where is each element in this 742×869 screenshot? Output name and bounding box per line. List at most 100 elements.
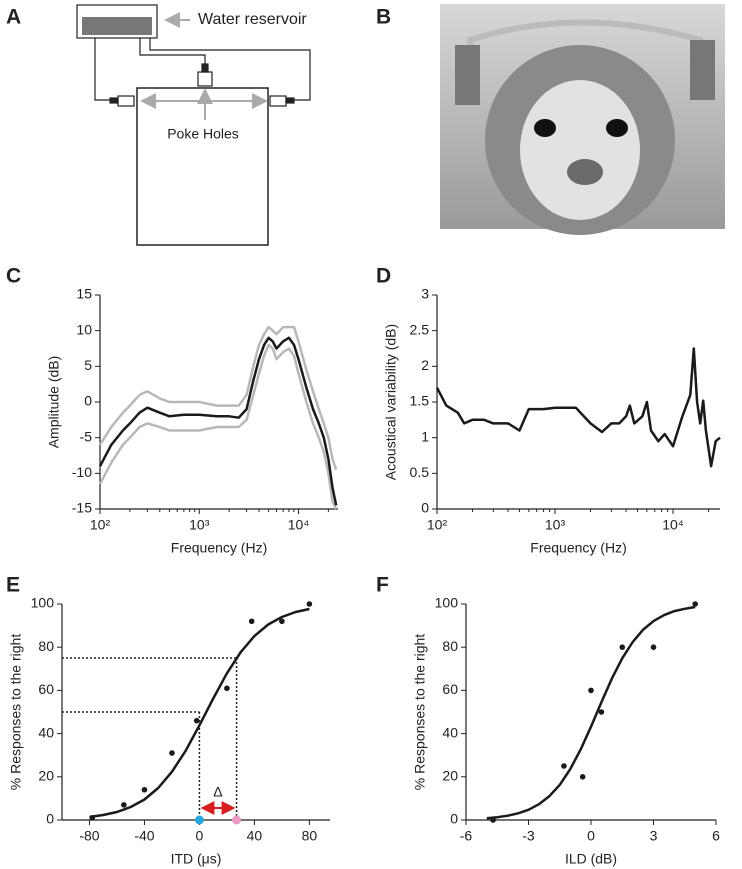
point	[193, 717, 200, 724]
x-tick-label: 10³	[545, 517, 566, 533]
y-tick-label: 20	[442, 768, 458, 784]
pipe	[149, 38, 311, 101]
y-tick-label: 0.5	[410, 464, 430, 480]
y-tick-label: 3	[421, 286, 429, 302]
x-tick-label: 0	[196, 828, 204, 844]
pipe	[94, 38, 120, 101]
x-axis-label: ITD (μs)	[171, 851, 222, 867]
x-tick-label: 3	[650, 828, 658, 844]
y-tick-label: 20	[38, 768, 54, 784]
y-tick-label: 40	[442, 724, 458, 740]
reference-dot	[232, 815, 242, 825]
y-tick-label: -5	[80, 428, 93, 444]
panel-label: C	[6, 265, 21, 288]
y-tick-label: 2.5	[410, 321, 430, 337]
point	[306, 601, 313, 607]
poke-hole	[197, 71, 213, 87]
x-axis-label: ILD (dB)	[565, 851, 617, 867]
x-tick-label: 10³	[189, 517, 210, 533]
line	[98, 343, 338, 510]
y-tick-label: 2	[421, 357, 429, 373]
point	[279, 618, 285, 625]
box	[136, 87, 269, 246]
x-axis-label: Frequency (Hz)	[171, 540, 267, 556]
annotation: Δ	[213, 784, 222, 800]
y-tick-label: 5	[84, 357, 92, 373]
point	[598, 709, 605, 715]
speaker	[455, 45, 480, 105]
y-tick-label: 0	[84, 393, 92, 409]
nose	[567, 159, 603, 185]
y-tick-label: 60	[38, 681, 54, 697]
point	[650, 644, 657, 650]
y-tick-label: 80	[38, 638, 54, 654]
y-tick-label: 1.5	[410, 393, 430, 409]
diagram: A Water reservoir Poke Holes	[6, 4, 311, 246]
x-tick-label: 10²	[90, 517, 111, 533]
x-tick-label: 80	[302, 828, 318, 844]
x-tick-label: -3	[522, 828, 535, 844]
holes-label: Poke Holes	[167, 126, 239, 142]
y-tick-label: 40	[38, 724, 54, 740]
panel-label: B	[376, 6, 391, 29]
y-axis-label: Amplitude (dB)	[46, 356, 62, 449]
y-tick-label: 60	[442, 681, 458, 697]
x-tick-label: 10⁴	[662, 517, 684, 533]
x-tick-label: 10⁴	[288, 517, 310, 533]
y-tick-label: 100	[31, 595, 55, 611]
y-axis-label: % Responses to the right	[412, 634, 428, 791]
x-tick-label: 40	[247, 828, 263, 844]
point	[224, 685, 230, 692]
x-tick-label: -80	[79, 828, 99, 844]
panel-label: E	[6, 574, 20, 597]
point	[169, 750, 175, 756]
panel-label: D	[376, 265, 391, 288]
y-axis-label: % Responses to the right	[8, 634, 24, 791]
y-tick-label: 0	[421, 500, 429, 516]
line	[98, 336, 338, 506]
y-tick-label: 0	[450, 811, 458, 827]
y-tick-label: 10	[76, 321, 92, 337]
reference-dot	[194, 815, 204, 825]
valve	[285, 97, 295, 104]
valve	[201, 63, 209, 73]
panel-label: A	[6, 6, 21, 29]
pipe	[139, 38, 206, 70]
speaker	[690, 40, 715, 100]
x-tick-label: 0	[587, 828, 595, 844]
x-axis-label: Frequency (Hz)	[530, 540, 626, 556]
photo: B	[376, 4, 725, 235]
point	[121, 802, 127, 808]
x-tick-label: 10²	[427, 517, 448, 533]
eye	[534, 119, 556, 137]
headset	[467, 19, 703, 100]
poke-hole	[269, 95, 287, 107]
point	[248, 618, 255, 625]
y-tick-label: 80	[442, 638, 458, 654]
panel-label: F	[376, 574, 389, 597]
line	[98, 325, 338, 471]
point	[619, 644, 626, 650]
reservoir	[76, 4, 158, 39]
x-tick-label: -6	[460, 828, 473, 844]
y-tick-label: -10	[72, 464, 92, 480]
y-tick-label: 0	[46, 811, 54, 827]
valve	[109, 97, 119, 104]
point	[579, 774, 586, 780]
water	[82, 17, 152, 35]
y-tick-label: -15	[72, 500, 92, 516]
y-axis-label: Acoustical variability (dB)	[383, 324, 399, 480]
line	[89, 607, 310, 819]
face	[520, 80, 640, 220]
point	[561, 763, 567, 769]
line	[486, 605, 696, 820]
reservoir-label: Water reservoir	[198, 11, 307, 28]
line	[435, 347, 721, 468]
eye	[606, 119, 628, 137]
y-tick-label: 1	[421, 428, 429, 444]
point	[141, 786, 148, 793]
x-tick-label: 6	[712, 828, 720, 844]
y-tick-label: 100	[435, 595, 459, 611]
